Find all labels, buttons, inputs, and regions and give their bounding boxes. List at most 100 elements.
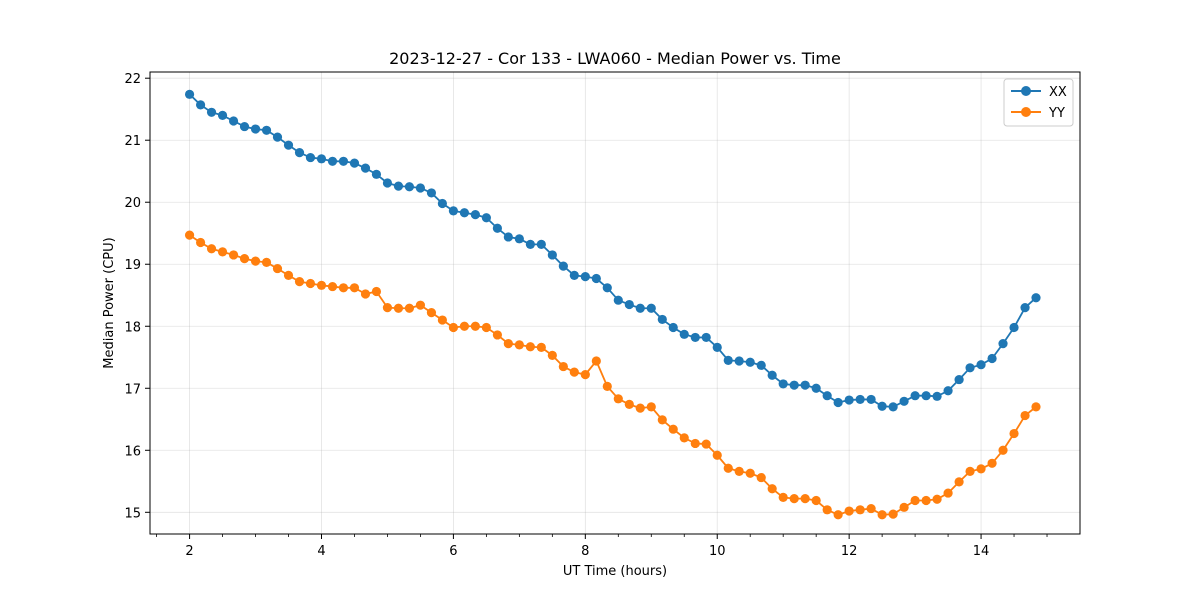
data-point-xx	[943, 386, 953, 396]
data-point-yy	[767, 484, 777, 494]
data-point-xx	[778, 379, 788, 389]
x-tick-label: 2	[185, 544, 193, 559]
data-point-xx	[1031, 293, 1041, 303]
data-point-yy	[261, 257, 272, 267]
data-point-yy	[338, 283, 349, 293]
data-point-xx	[613, 295, 623, 305]
data-point-yy	[481, 322, 491, 333]
data-point-xx	[272, 132, 283, 142]
data-point-yy	[492, 330, 502, 340]
data-point-xx	[635, 303, 645, 313]
grid	[150, 72, 1080, 534]
series-xx	[184, 89, 1041, 412]
x-tick-label: 8	[581, 544, 589, 559]
data-point-xx	[910, 391, 920, 401]
y-tick-label: 17	[124, 382, 141, 397]
data-point-xx	[1020, 303, 1030, 313]
legend-xx-label: XX	[1049, 85, 1067, 100]
data-point-yy	[976, 464, 986, 474]
data-point-xx	[261, 125, 272, 135]
data-point-xx	[294, 148, 305, 158]
data-point-yy	[536, 342, 546, 352]
data-point-yy	[283, 270, 294, 281]
data-point-yy	[756, 472, 766, 483]
data-point-xx	[723, 355, 733, 365]
data-point-yy	[228, 250, 239, 260]
x-tick-label: 12	[841, 544, 858, 559]
legend-yy-label: YY	[1048, 106, 1065, 121]
data-point-xx	[316, 154, 327, 164]
data-point-yy	[954, 477, 964, 487]
data-point-yy	[184, 230, 195, 240]
data-point-yy	[910, 495, 920, 506]
data-point-yy	[580, 370, 590, 380]
legend-yy-marker	[1021, 107, 1031, 117]
data-point-yy	[998, 445, 1008, 455]
data-point-xx	[789, 380, 799, 390]
plot-frame	[149, 71, 1081, 535]
data-point-yy	[382, 303, 393, 313]
data-point-xx	[184, 89, 195, 99]
data-point-yy	[844, 506, 854, 516]
data-point-xx	[734, 356, 744, 366]
data-point-yy	[316, 280, 327, 290]
chart-title: 2023-12-27 - Cor 133 - LWA060 - Median P…	[389, 49, 841, 68]
data-point-xx	[767, 370, 777, 380]
data-point-yy	[866, 503, 876, 514]
data-point-xx	[481, 213, 491, 223]
data-point-xx	[250, 124, 261, 134]
series-layer	[184, 89, 1041, 520]
data-point-xx	[679, 329, 689, 339]
data-point-yy	[525, 342, 535, 352]
data-point-xx	[987, 353, 997, 364]
data-point-xx	[415, 183, 426, 193]
data-point-yy	[206, 244, 217, 254]
data-point-yy	[503, 339, 513, 349]
data-point-xx	[569, 270, 579, 281]
data-point-xx	[701, 332, 711, 343]
y-axis: 15 16 17 18 19 20 21 22	[124, 72, 150, 521]
data-point-xx	[855, 394, 865, 405]
data-point-xx	[646, 303, 656, 313]
data-point-yy	[1031, 402, 1041, 412]
data-point-yy	[195, 237, 206, 248]
data-point-xx	[657, 314, 667, 325]
x-tick-label: 10	[709, 544, 726, 559]
data-point-xx	[437, 198, 447, 209]
data-point-yy	[789, 494, 799, 504]
data-point-xx	[492, 223, 502, 233]
data-point-xx	[404, 182, 415, 192]
data-point-xx	[305, 152, 316, 163]
data-point-xx	[888, 402, 898, 412]
data-point-yy	[448, 322, 459, 333]
data-point-yy	[569, 367, 579, 377]
data-point-xx	[756, 360, 766, 370]
data-point-yy	[800, 494, 810, 504]
data-point-xx	[822, 391, 832, 401]
y-tick-label: 20	[124, 196, 141, 211]
x-tick-label: 4	[317, 544, 325, 559]
data-point-xx	[976, 360, 986, 370]
data-point-yy	[426, 308, 437, 318]
data-point-xx	[327, 156, 338, 166]
data-point-yy	[1009, 428, 1019, 439]
data-point-yy	[294, 277, 305, 287]
data-point-yy	[646, 402, 656, 412]
data-point-xx	[536, 239, 546, 249]
data-point-yy	[701, 439, 711, 449]
data-point-yy	[723, 463, 733, 473]
data-point-xx	[899, 396, 909, 406]
data-point-yy	[327, 281, 338, 292]
data-point-yy	[712, 450, 722, 460]
data-point-yy	[272, 263, 283, 274]
data-point-yy	[987, 458, 997, 468]
data-point-xx	[833, 397, 843, 408]
x-axis-label: UT Time (hours)	[563, 564, 667, 579]
data-point-xx	[690, 332, 700, 343]
y-axis-label: Median Power (CPU)	[102, 237, 117, 368]
data-point-xx	[382, 178, 393, 188]
series-yy	[184, 230, 1041, 520]
legend: XX YY	[1003, 78, 1074, 127]
